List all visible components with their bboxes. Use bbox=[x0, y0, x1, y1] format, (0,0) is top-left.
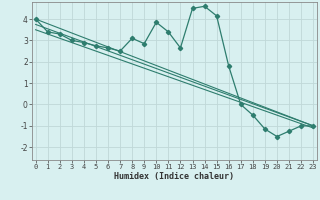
X-axis label: Humidex (Indice chaleur): Humidex (Indice chaleur) bbox=[115, 172, 234, 181]
